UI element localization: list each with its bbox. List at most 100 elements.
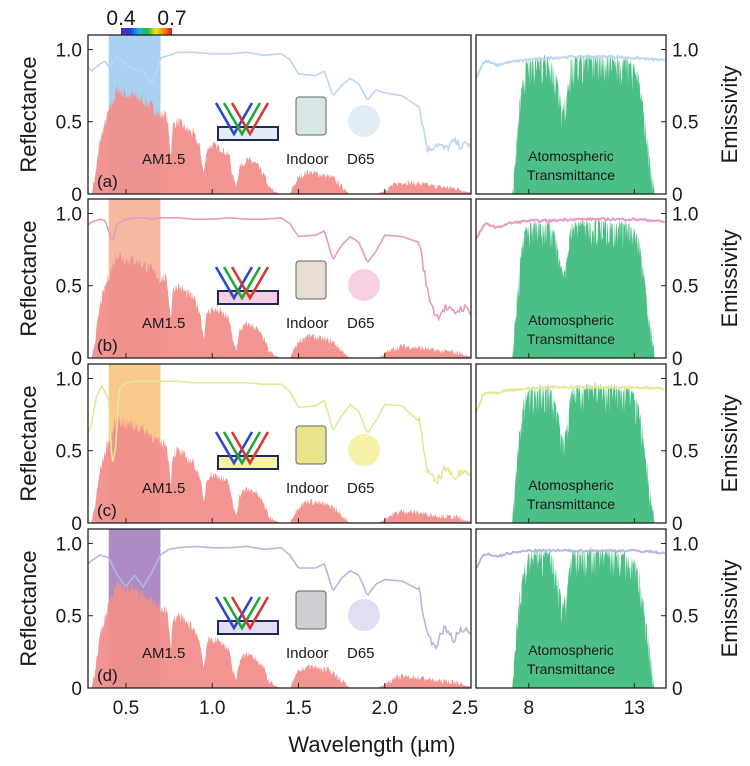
left-plot-frame	[87, 198, 472, 359]
emissivity-line	[475, 216, 665, 240]
indoor-photo-swatch	[295, 590, 327, 630]
indoor-photo-swatch	[295, 425, 327, 465]
atm-transmittance-label-line2: Transmittance	[527, 496, 615, 512]
visible-band-start-label: 0.4	[106, 7, 136, 30]
atmospheric-transmittance-area	[476, 53, 666, 194]
atm-transmittance-label-line1: Atomospheric	[528, 477, 614, 493]
am15-label: AM1.5	[142, 480, 185, 497]
light-ray-icon	[222, 431, 262, 466]
light-ray-icon	[230, 596, 270, 631]
left-y-tick-label: 0.5	[56, 442, 82, 463]
reflectance-axis-label: Reflectance	[16, 220, 41, 336]
atm-transmittance-label-line2: Transmittance	[527, 167, 615, 183]
emissivity-axis-label: Emissivity	[717, 395, 742, 493]
d65-label: D65	[347, 151, 375, 168]
right-y-tick-label: 1.0	[672, 534, 698, 555]
d65-label: D65	[347, 645, 375, 662]
indoor-label: Indoor	[286, 315, 329, 332]
reflectance-line	[87, 380, 472, 485]
right-plot-frame	[475, 528, 667, 689]
indoor-label: Indoor	[286, 480, 329, 497]
left-y-tick-label: 1.0	[56, 534, 82, 555]
left-y-tick-label: 0	[71, 679, 82, 700]
atmospheric-transmittance-area	[476, 381, 666, 523]
reflectance-axis-label: Reflectance	[16, 550, 41, 666]
am15-label: AM1.5	[142, 645, 185, 662]
atm-transmittance-label-line2: Transmittance	[527, 331, 615, 347]
right-plot-frame	[475, 34, 667, 195]
left-y-tick-label: 1.0	[56, 369, 82, 390]
sample-reflection-schematic	[214, 596, 279, 635]
am15-spectrum-area	[91, 578, 471, 688]
d65-color-circle	[348, 269, 380, 301]
right-y-tick-label: 0.5	[672, 442, 698, 463]
atm-transmittance-label-line1: Atomospheric	[528, 642, 614, 658]
light-ray-icon	[222, 596, 262, 631]
right-y-tick-label: 0	[672, 679, 683, 700]
panel-label: (a)	[97, 172, 118, 191]
emissivity-line	[475, 54, 665, 79]
right-y-tick-label: 0	[672, 349, 683, 370]
am15-spectrum-area	[91, 411, 471, 523]
light-ray-icon	[222, 102, 262, 137]
left-x-tick-label: 2.0	[372, 698, 398, 719]
right-y-tick-label: 0.5	[672, 277, 698, 298]
emissivity-line	[475, 384, 665, 413]
reflectance-line	[87, 545, 471, 651]
am15-spectrum-area	[91, 83, 471, 194]
light-ray-icon	[230, 266, 270, 301]
left-x-tick-label: 0.5	[113, 698, 139, 719]
left-y-tick-label: 0.5	[56, 607, 82, 628]
panel-label: (c)	[97, 501, 117, 520]
indoor-photo-swatch	[295, 96, 327, 136]
light-ray-icon	[214, 596, 254, 631]
light-ray-icon	[230, 431, 270, 466]
visible-spectrum-bar	[121, 28, 172, 35]
atmospheric-transmittance-area	[476, 546, 666, 688]
left-plot-frame	[87, 528, 472, 689]
left-y-tick-label: 0	[71, 349, 82, 370]
sample-reflection-schematic	[214, 431, 279, 470]
emissivity-axis-label: Emissivity	[717, 230, 742, 328]
left-plot-frame	[87, 363, 472, 524]
left-y-tick-label: 0	[71, 514, 82, 535]
panel-label: (d)	[97, 666, 118, 685]
left-x-tick-label: 2.5	[452, 698, 478, 719]
right-y-tick-label: 0	[672, 185, 683, 206]
right-x-tick-label: 8	[523, 698, 534, 719]
indoor-label: Indoor	[286, 645, 329, 662]
emissivity-axis-label: Emissivity	[717, 66, 742, 164]
left-y-tick-label: 0.5	[56, 277, 82, 298]
right-y-tick-label: 0	[672, 514, 683, 535]
left-y-tick-label: 0	[71, 185, 82, 206]
d65-label: D65	[347, 480, 375, 497]
atm-transmittance-label-line1: Atomospheric	[528, 148, 614, 164]
light-ray-icon	[214, 102, 254, 137]
right-y-tick-label: 0.5	[672, 113, 698, 134]
sample-reflection-schematic	[214, 102, 279, 141]
emissivity-line	[475, 547, 666, 570]
am15-label: AM1.5	[142, 315, 185, 332]
reflectance-line	[87, 51, 472, 153]
atm-transmittance-label-line1: Atomospheric	[528, 312, 614, 328]
light-ray-icon	[214, 431, 254, 466]
right-y-tick-label: 1.0	[672, 204, 698, 225]
left-x-tick-label: 1.0	[199, 698, 225, 719]
right-y-tick-label: 1.0	[672, 40, 698, 61]
am15-spectrum-area	[91, 252, 471, 358]
left-y-tick-label: 1.0	[56, 40, 82, 61]
d65-color-circle	[348, 599, 380, 631]
emissivity-axis-label: Emissivity	[717, 560, 742, 658]
right-y-tick-label: 1.0	[672, 369, 698, 390]
panel-b: 0 0.5 1.0 0 0.5 1.0 Reflectance Emissivity (b) AM…	[16, 198, 742, 370]
reflectance-axis-label: Reflectance	[16, 385, 41, 501]
visible-band-end-label: 0.7	[157, 7, 186, 30]
reflectance-line	[87, 216, 472, 322]
right-y-tick-label: 0.5	[672, 607, 698, 628]
right-x-tick-label: 13	[624, 698, 645, 719]
sample-reflection-schematic	[214, 266, 279, 305]
indoor-label: Indoor	[286, 151, 329, 168]
indoor-photo-swatch	[295, 260, 327, 300]
